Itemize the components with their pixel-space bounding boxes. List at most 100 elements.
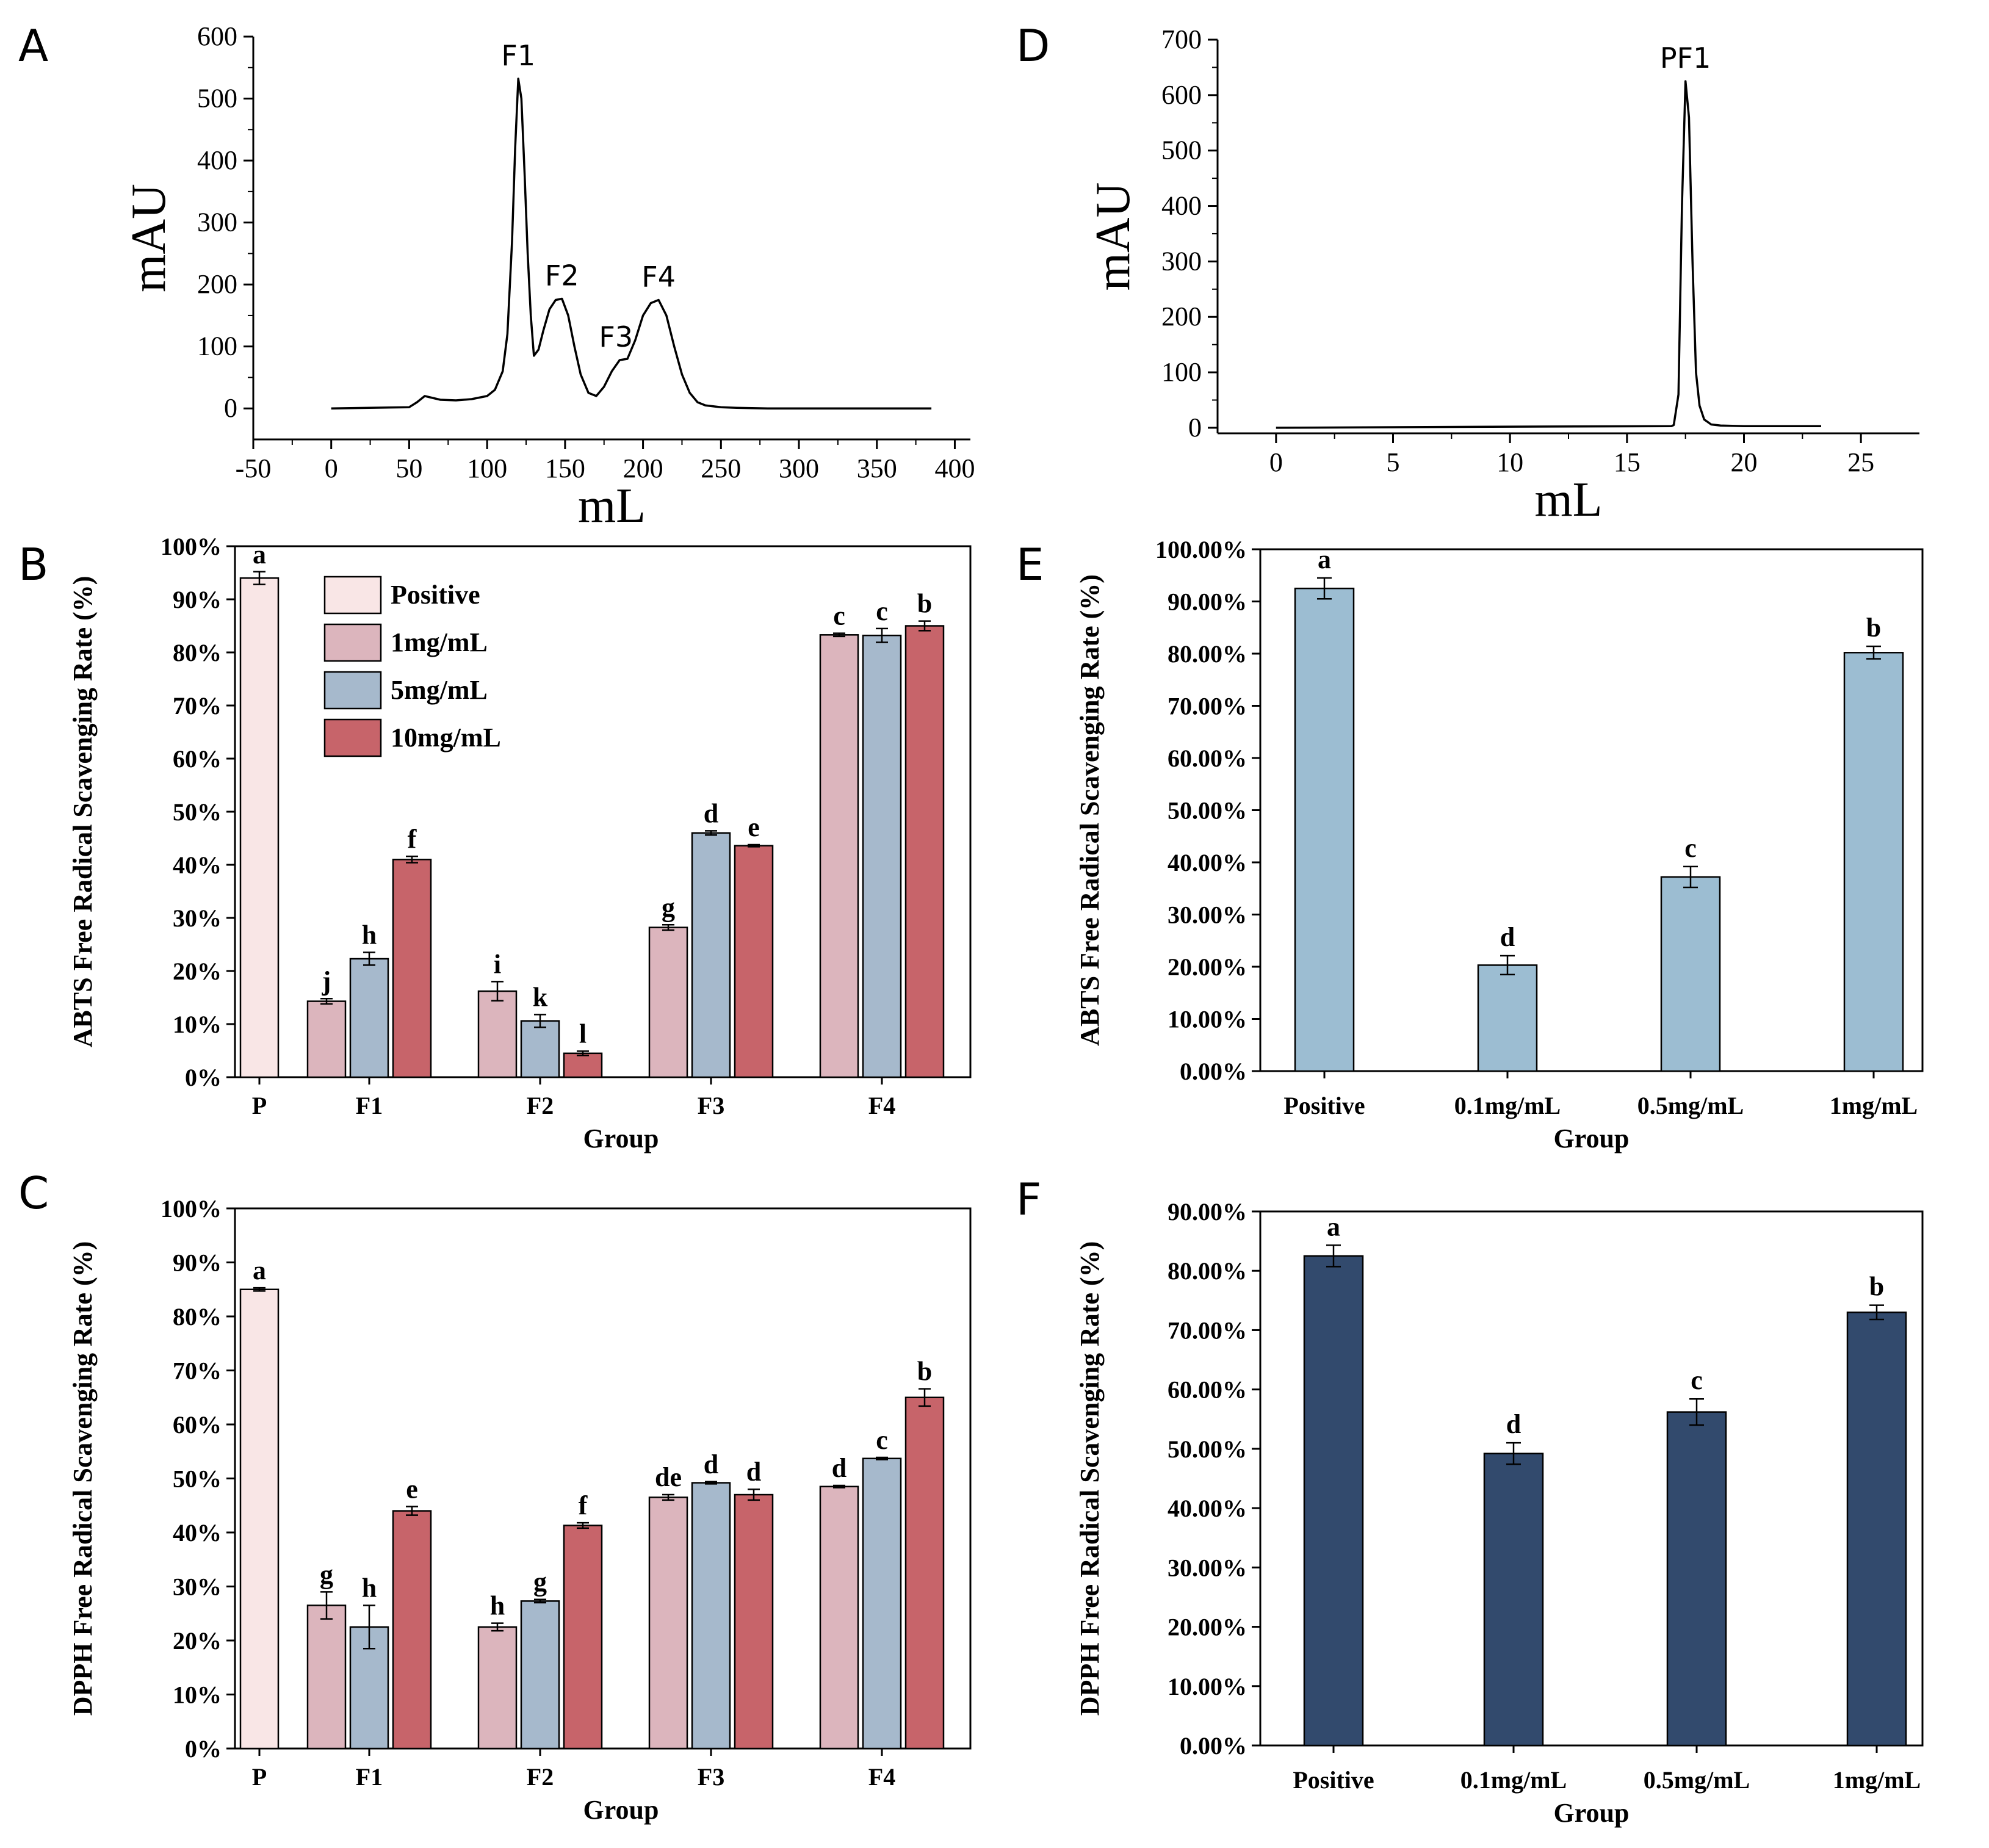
panel-letter: C [18,1168,49,1219]
y-tick-label: 500 [197,84,237,114]
y-tick-label: 90.00% [1168,588,1247,616]
y-axis-label: DPPH Free Radical Scavenging Rate (%) [1075,1241,1105,1716]
y-tick-label: 60.00% [1168,1376,1247,1404]
panel-f-dpph-bar-chart: F 0.00% 10.00% 20.00% 30.00% 40.00% 50.00% 60.0… [1016,1174,1924,1828]
y-tick-label: 10% [173,1011,222,1038]
bar [691,1482,731,1750]
y-tick-label: 20% [173,958,222,985]
panel-letter: D [1016,20,1050,71]
y-tick-label: 80% [173,1303,222,1330]
x-tick-label: Positive [1293,1766,1374,1794]
peak-label-f4: F4 [641,261,676,294]
legend-label: Positive [391,580,480,610]
bar [1294,587,1355,1072]
x-tick-label: 0.1mg/mL [1460,1766,1567,1794]
bar [904,1396,945,1750]
significance-letter: d [1506,1409,1521,1439]
x-tick-label: 400 [934,453,975,483]
significance-letter: c [1691,1365,1703,1395]
significance-letter: h [362,1573,377,1603]
significance-letter: b [1866,613,1881,643]
y-tick-label: 20.00% [1168,953,1247,981]
x-tick-label: 5 [1387,447,1400,477]
bar [1660,876,1721,1072]
y-tick-label: 80.00% [1168,1257,1247,1285]
x-tick-label: 10 [1496,447,1523,477]
x-tick-label: 20 [1731,447,1758,477]
bar [1477,964,1538,1072]
y-tick-label: 100% [161,1195,222,1222]
y-tick-label: 80% [173,639,222,666]
y-tick-label: 40.00% [1168,849,1247,876]
x-tick-label: 1mg/mL [1830,1092,1918,1119]
bar [648,1496,688,1750]
y-tick-label: 70% [173,1357,222,1385]
significance-letter: c [876,1425,888,1455]
panel-b-abts-bar-chart: B 0% 10% 20% 30% 40% 50% 60% 70% 80% 90% 100% ABTS F… [18,533,972,1153]
y-tick-label: 300 [1161,246,1202,276]
bar [862,634,902,1078]
panel-a-chromatogram: A -50 0 50 100 150 200 250 300 350 400 0 100 200 300 40… [18,20,975,533]
y-tick-label: 60% [173,1411,222,1438]
significance-letter: k [533,982,548,1012]
y-tick-label: 400 [197,145,237,175]
x-tick-label: F2 [527,1092,554,1119]
y-tick-label: 30.00% [1168,901,1247,929]
y-tick-label: 50.00% [1168,1435,1247,1463]
x-tick-label: F2 [527,1763,554,1791]
significance-letter: h [490,1591,505,1621]
x-tick-label: 25 [1847,447,1874,477]
significance-letter: d [746,1457,761,1487]
y-tick-label: 700 [1161,24,1202,54]
x-tick-label: 0 [325,453,338,483]
significance-letter: de [655,1462,682,1492]
x-tick-label: 50 [395,453,422,483]
y-tick-label: 10.00% [1168,1006,1247,1033]
x-tick-label: 350 [857,453,897,483]
significance-letter: b [1869,1272,1884,1302]
significance-letter: i [494,949,501,979]
y-tick-label: 0% [185,1064,222,1091]
bar [477,990,518,1078]
legend-label: 5mg/mL [391,675,488,705]
bar [520,1600,560,1750]
y-tick-label: 30% [173,1573,222,1601]
significance-letter: b [917,589,932,619]
legend-swatch [323,576,382,615]
bar [1483,1453,1544,1747]
panel-letter: F [1016,1174,1041,1225]
x-axis-label: Group [583,1795,659,1825]
peak-label-f3: F3 [599,320,633,353]
y-tick-label: 30.00% [1168,1554,1247,1581]
panel-e-abts-bar-chart: E 0.00% 10.00% 20.00% 30.00% 40.00% 50.00% 60.0… [1016,536,1924,1153]
x-tick-label: F1 [356,1763,383,1791]
panel-d-chromatogram: D 0 5 10 15 20 25 0 100 200 300 400 500 600 700 mL mAU PF… [1016,20,1919,527]
bar [648,926,688,1078]
significance-letter: a [1318,544,1331,574]
bar [1843,652,1904,1072]
y-tick-label: 200 [197,269,237,299]
significance-letter: d [704,1449,718,1479]
bar [392,1510,432,1750]
significance-letter: g [320,1559,333,1589]
bar [477,1626,518,1750]
x-tick-label: F4 [868,1092,895,1119]
panel-letter: E [1016,539,1044,590]
bar [563,1525,603,1750]
x-tick-label: P [252,1092,267,1119]
significance-letter: a [253,1255,266,1285]
y-tick-label: 0.00% [1180,1058,1247,1085]
panel-letter: A [18,20,48,71]
plot-frame [1259,548,1924,1072]
bar [862,1457,902,1750]
bar [691,832,731,1078]
y-tick-label: 70.00% [1168,1316,1247,1344]
bar [563,1052,603,1078]
y-tick-label: 100 [197,331,237,361]
significance-letter: f [579,1490,588,1520]
x-tick-label: 200 [623,453,663,483]
plot-frame [1259,1210,1924,1747]
y-tick-label: 0 [224,393,237,423]
x-tick-label: 250 [701,453,741,483]
x-axis-label: Group [583,1124,659,1153]
